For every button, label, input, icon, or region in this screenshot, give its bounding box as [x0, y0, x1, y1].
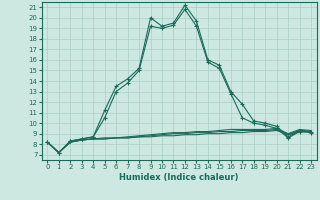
X-axis label: Humidex (Indice chaleur): Humidex (Indice chaleur) — [119, 173, 239, 182]
